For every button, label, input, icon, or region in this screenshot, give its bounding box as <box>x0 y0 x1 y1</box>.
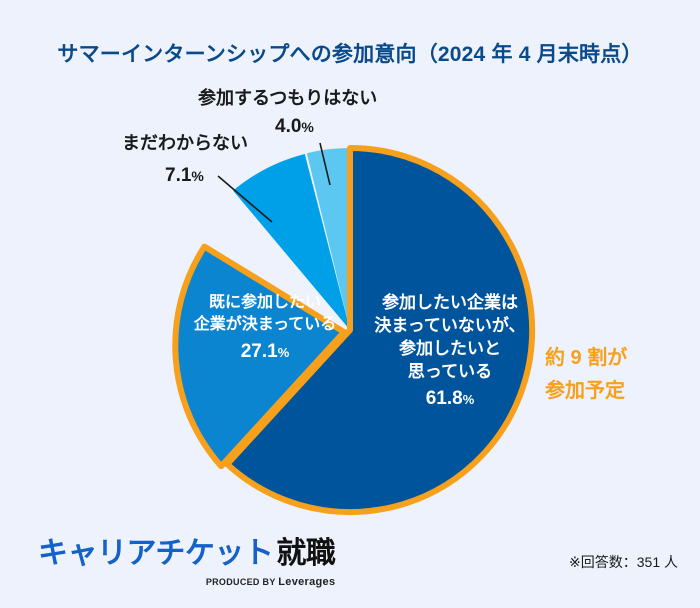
label-decided-line1: 既に参加したい <box>208 294 321 311</box>
logo-produced-by-text: PRODUCED BY <box>205 577 279 587</box>
logo-name-black: 就職 <box>276 537 336 570</box>
highlight-outline-decided <box>172 243 347 470</box>
label-decided-pct: 27.1% <box>165 339 365 365</box>
label-main-line4: 思っている <box>407 361 493 381</box>
value-no-intent: 4.0 <box>275 116 302 137</box>
pie-slice-decided[interactable] <box>175 246 344 467</box>
percent-sign-unknown: % <box>191 168 204 184</box>
percent-sign-decided: % <box>277 345 290 361</box>
logo-brand-name: Leverages <box>278 576 336 588</box>
label-unknown: まだわからない <box>122 133 248 153</box>
label-main-line2: 決まっていないが、 <box>374 315 526 335</box>
label-main-slice: 参加したい企業は 決まっていないが、 参加したいと 思っている 61.8% <box>360 292 540 411</box>
percent-sign-main: % <box>462 391 475 407</box>
label-no-intent-pct: 4.0% <box>275 116 314 138</box>
callout-line2: 参加予定 <box>545 380 625 402</box>
label-main-line3: 参加したいと <box>399 338 501 358</box>
leader-line-unknown <box>217 175 273 223</box>
brand-logo: キャリアチケット 就職 PRODUCED BY Leverages <box>38 528 336 588</box>
percent-sign-no-intent: % <box>301 119 314 135</box>
highlight-outline-main <box>224 145 536 515</box>
label-main-pct: 61.8% <box>360 386 540 412</box>
leader-line-no-intent <box>319 142 331 186</box>
value-decided: 27.1 <box>240 341 278 363</box>
footnote-respondents: ※回答数：351 人 <box>569 554 678 570</box>
pie-slice-no-intent[interactable] <box>306 148 350 330</box>
pie-slice-unknown[interactable] <box>233 153 350 330</box>
logo-wordmark: キャリアチケット 就職 <box>38 528 336 572</box>
label-no-intent: 参加するつもりはない <box>198 88 378 108</box>
value-unknown: 7.1 <box>165 165 192 186</box>
value-main: 61.8 <box>425 387 463 409</box>
label-decided-slice: 既に参加したい 企業が決まっている 27.1% <box>165 292 365 365</box>
callout-line1: 約 9 割が <box>545 347 628 369</box>
pie-slice-main[interactable] <box>227 147 533 512</box>
page-title: サマーインターンシップへの参加意向（2024 年 4 月末時点） <box>57 43 643 66</box>
label-decided-line2: 企業が決まっている <box>193 315 337 333</box>
label-unknown-pct: 7.1% <box>165 165 204 187</box>
logo-produced-by: PRODUCED BY Leverages <box>38 576 335 588</box>
logo-name-blue: キャリアチケット <box>38 537 274 570</box>
label-main-line1: 参加したい企業は <box>382 293 518 312</box>
highlight-callout: 約 9 割が 参加予定 <box>545 342 685 408</box>
